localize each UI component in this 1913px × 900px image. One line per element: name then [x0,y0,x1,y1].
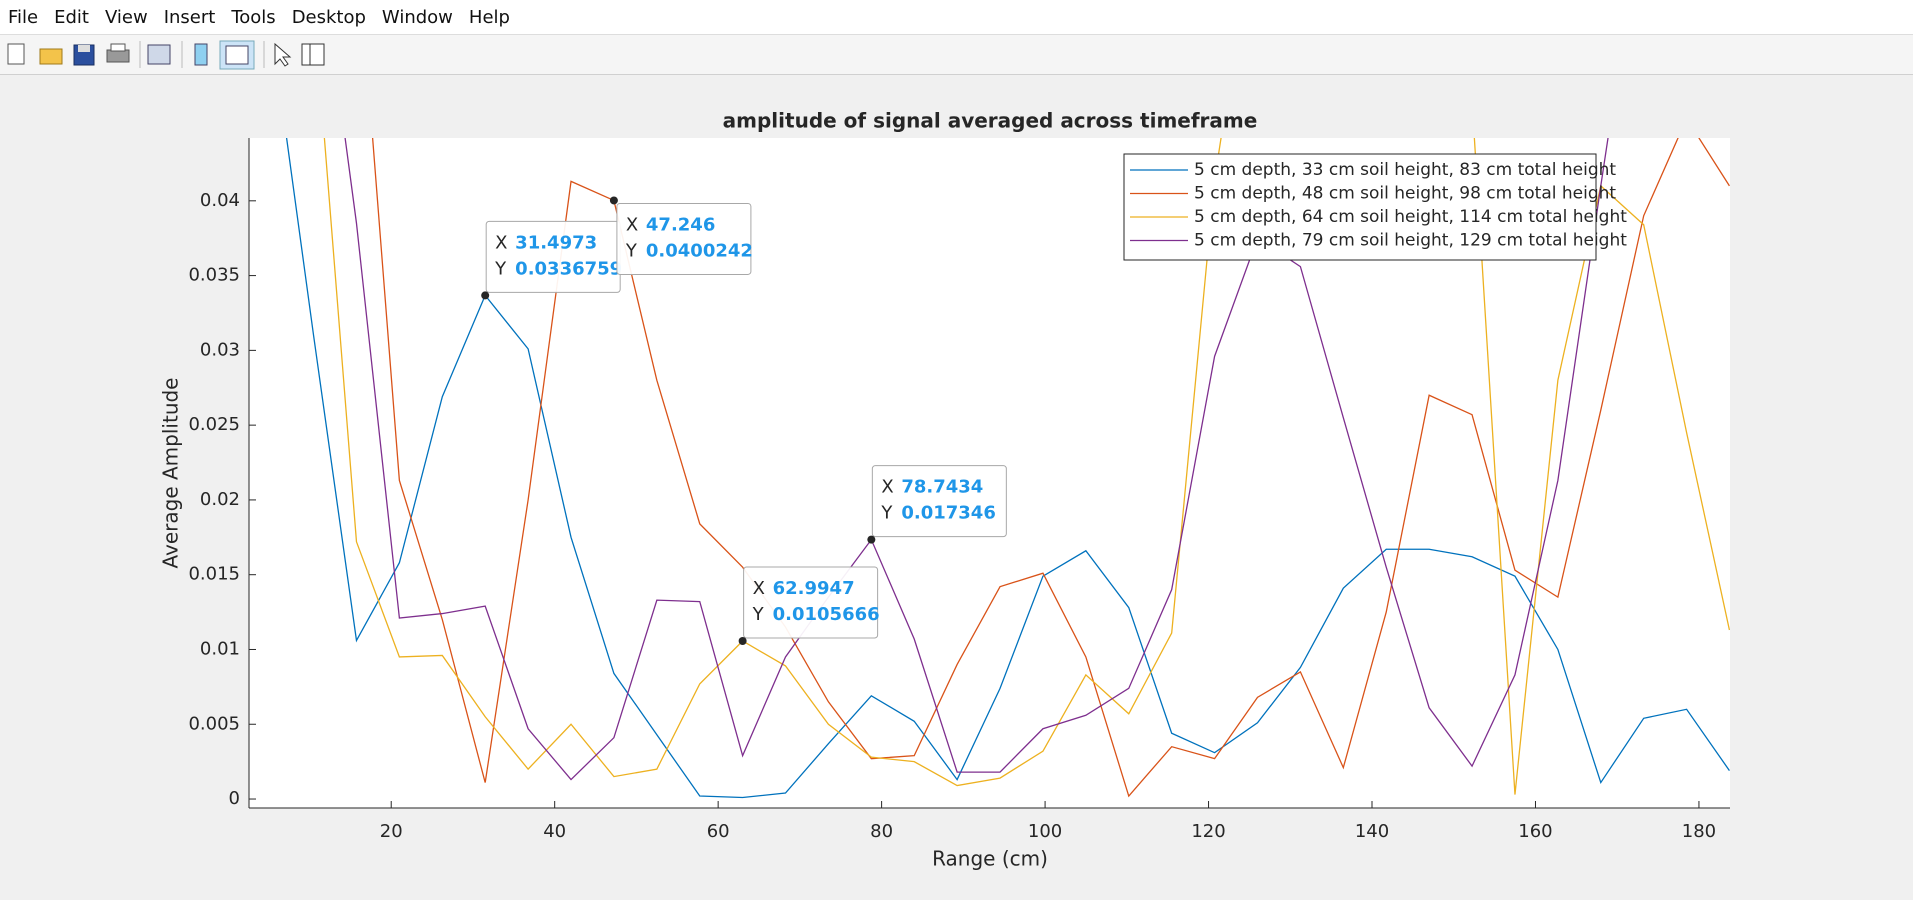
data-tip-y-prefix: Y [880,503,893,524]
data-tip-x-value: 47.246 [646,214,715,235]
data-tip-x-value: 31.4973 [515,232,597,253]
data-tip-y-value: 0.0400242 [646,240,753,261]
link-plot-button[interactable] [147,44,171,65]
data-tip: X 47.246 Y 0.0400242 [609,196,753,275]
menu-item[interactable]: Edit [54,6,89,28]
x-tick-label: 60 [707,821,730,842]
data-tip-box [871,465,1007,538]
x-tick-label: 40 [543,821,566,842]
property-inspector-button[interactable] [301,43,325,66]
chart-title: amplitude of signal averaged across time… [723,109,1258,133]
data-tip-x-prefix: X [753,578,765,599]
y-tick-label: 0.01 [200,638,240,659]
data-tip: X 78.7434 Y 0.017346 [867,465,1007,544]
y-tick-label: 0.03 [200,339,240,360]
print-button[interactable] [106,43,130,63]
edit-plot-button[interactable] [274,42,292,67]
data-tip-x-value: 62.9947 [773,578,855,599]
data-tip-x-prefix: X [495,232,507,253]
data-tip-box [743,566,879,639]
data-tip-x-prefix: X [626,214,638,235]
new-button[interactable] [7,43,25,65]
data-tip: X 31.4973 Y 0.0336759 [481,220,622,300]
x-tick-label: 80 [870,821,893,842]
y-axis-label: Average Amplitude [159,378,183,569]
plot-lines [285,138,1730,799]
y-tick-label: 0.005 [188,713,240,734]
x-tick-label: 180 [1682,821,1716,842]
y-tick-label: 0.025 [188,414,240,435]
legend-box [1123,153,1597,261]
menu-item[interactable]: Help [468,6,510,28]
data-tip-marker [481,291,490,300]
save-button[interactable] [73,44,95,66]
series-line [344,138,1609,781]
data-tip-y-prefix: Y [494,258,507,279]
y-tick-label: 0.02 [200,489,240,510]
legend-label: 5 cm depth, 48 cm soil height, 98 cm tot… [1194,184,1616,204]
legend-label: 5 cm depth, 33 cm soil height, 83 cm tot… [1194,160,1616,180]
data-tip-x-prefix: X [881,477,893,498]
data-tip-marker [738,636,747,645]
menu-item[interactable]: File [8,6,39,28]
menu-item[interactable]: Window [381,6,453,28]
legend-button[interactable] [219,40,255,70]
data-tip-y-prefix: Y [625,240,638,261]
x-axis-label: Range (cm) [932,847,1048,871]
menu-bar: File Edit View Insert Tools Desktop Wind… [0,0,1913,34]
toolbar [0,34,1913,75]
data-tip-y-value: 0.0336759 [515,258,622,279]
y-tick-label: 0.035 [188,265,240,286]
legend-label: 5 cm depth, 64 cm soil height, 114 cm to… [1194,207,1627,227]
legend-label: 5 cm depth, 79 cm soil height, 129 cm to… [1194,231,1627,251]
x-tick-label: 20 [380,821,403,842]
x-tick-label: 140 [1355,821,1389,842]
x-tick-label: 160 [1518,821,1552,842]
toolbar-icons [7,40,325,70]
y-tick-label: 0.015 [188,564,240,585]
x-tick-label: 120 [1191,821,1225,842]
open-button[interactable] [39,48,63,65]
legend: 5 cm depth, 33 cm soil height, 83 cm tot… [1123,153,1627,261]
data-tip-marker [867,535,876,544]
menu-item[interactable]: Desktop [291,6,366,28]
menu-item[interactable]: View [104,6,148,28]
colorbar-button[interactable] [194,43,208,66]
menu-item[interactable]: Insert [163,6,216,28]
y-tick-label: 0.04 [200,190,240,211]
series-line [371,138,1730,798]
data-tip-y-prefix: Y [752,604,765,625]
series-line [323,138,1730,795]
data-tip-y-value: 0.017346 [901,503,996,524]
x-tick-label: 100 [1028,821,1062,842]
data-tip-box [616,202,752,275]
data-tip-x-value: 78.7434 [901,477,983,498]
data-tip-y-value: 0.0105666 [773,604,880,625]
data-tip: X 62.9947 Y 0.0105666 [738,566,880,645]
menu-item[interactable]: Tools [231,6,276,28]
series-line [285,138,1730,799]
data-tip-marker [609,196,618,205]
y-tick-label: 0 [229,788,240,809]
